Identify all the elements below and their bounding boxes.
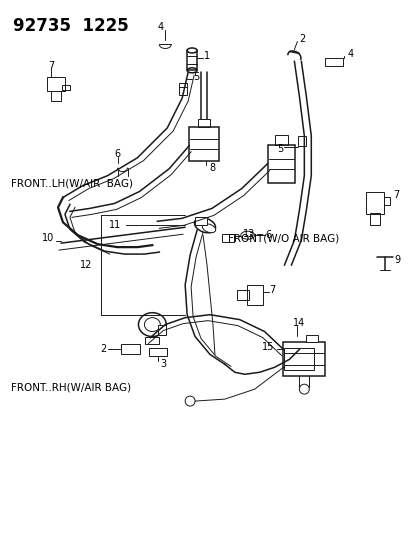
- Text: 15: 15: [261, 343, 274, 352]
- Text: 5: 5: [192, 72, 199, 82]
- Bar: [365, 192, 383, 214]
- Ellipse shape: [194, 218, 215, 233]
- Bar: [47, 77, 65, 91]
- Bar: [246, 285, 262, 305]
- Text: 6: 6: [114, 149, 120, 159]
- Text: 2: 2: [299, 34, 305, 44]
- Ellipse shape: [138, 313, 166, 336]
- Text: FRONT..RH(W/AIR BAG): FRONT..RH(W/AIR BAG): [11, 382, 131, 392]
- Bar: [298, 136, 306, 146]
- Text: 2: 2: [100, 344, 107, 354]
- Bar: [197, 119, 209, 127]
- Text: 11: 11: [108, 220, 121, 230]
- Text: 4: 4: [157, 22, 163, 31]
- Bar: [236, 290, 248, 300]
- Bar: [158, 325, 166, 335]
- Bar: [274, 135, 288, 145]
- Bar: [267, 145, 295, 183]
- Text: 12: 12: [80, 260, 93, 270]
- Text: 7: 7: [392, 190, 398, 200]
- Text: 5: 5: [277, 144, 283, 154]
- Bar: [284, 349, 313, 370]
- Bar: [179, 83, 187, 95]
- Ellipse shape: [202, 224, 215, 233]
- Bar: [383, 197, 389, 205]
- Ellipse shape: [144, 318, 160, 332]
- Bar: [189, 127, 218, 161]
- Bar: [149, 349, 167, 357]
- Bar: [62, 85, 70, 90]
- Text: 4: 4: [347, 50, 353, 60]
- Text: FRONT(W/O AIR BAG): FRONT(W/O AIR BAG): [227, 233, 338, 243]
- Text: 13: 13: [242, 229, 254, 239]
- Bar: [369, 213, 379, 225]
- Text: 7: 7: [269, 285, 275, 295]
- Text: FRONT..LH(W/AIR  BAG): FRONT..LH(W/AIR BAG): [11, 179, 133, 189]
- Bar: [306, 335, 318, 343]
- Text: 14: 14: [292, 318, 305, 328]
- Bar: [325, 59, 342, 66]
- Text: 10: 10: [42, 233, 54, 243]
- Text: 9: 9: [394, 255, 400, 265]
- Bar: [221, 234, 233, 242]
- Bar: [51, 91, 61, 101]
- Bar: [283, 343, 325, 376]
- Bar: [195, 217, 206, 225]
- Text: 1: 1: [204, 51, 210, 61]
- Text: 7: 7: [48, 61, 54, 71]
- Bar: [120, 344, 140, 354]
- Text: 92735  1225: 92735 1225: [13, 17, 129, 35]
- Text: 3: 3: [160, 359, 166, 369]
- Text: 8: 8: [209, 163, 215, 173]
- Bar: [145, 336, 159, 344]
- Text: 6: 6: [265, 230, 271, 240]
